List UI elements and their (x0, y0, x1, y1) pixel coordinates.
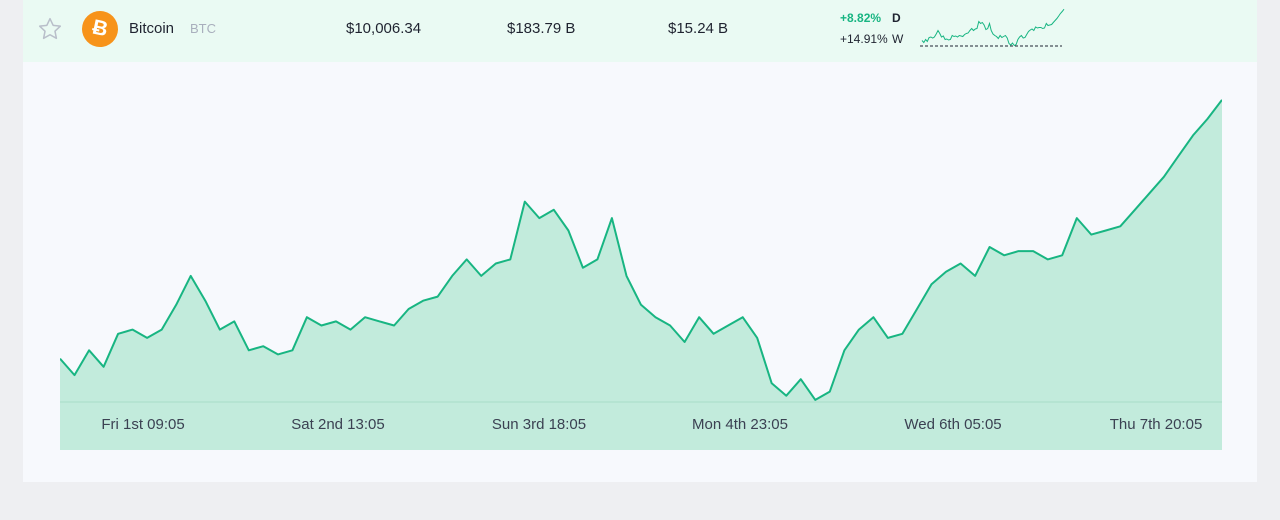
x-axis-label: Fri 1st 09:05 (101, 416, 185, 433)
sparkline (920, 8, 1065, 47)
market-cap: $183.79 B (507, 20, 576, 37)
change-day-value: +8.82% (840, 11, 882, 25)
x-axis-label: Wed 6th 05:05 (904, 416, 1002, 433)
coin-name[interactable]: Bitcoin (129, 20, 175, 37)
bitcoin-logo-icon: Ƀ (78, 7, 122, 51)
change-week-value: +14.91% (840, 32, 888, 46)
x-axis-label: Sat 2nd 13:05 (291, 416, 385, 433)
x-axis-label: Thu 7th 20:05 (1109, 416, 1203, 433)
coin-symbol: BTC (190, 21, 216, 36)
price-chart[interactable] (60, 70, 1222, 450)
change-day-label: D (892, 11, 901, 25)
price-area (60, 99, 1222, 450)
price-line (60, 99, 1222, 401)
x-axis-label: Mon 4th 23:05 (692, 416, 788, 433)
volume: $15.24 B (668, 20, 729, 37)
change-week-label: W (892, 32, 904, 46)
x-axis-label: Sun 3rd 18:05 (491, 416, 587, 433)
sparkline-line (921, 8, 1065, 47)
change-day: +8.82% D (840, 11, 901, 25)
change-week: +14.91% W (840, 32, 903, 46)
coin-row[interactable]: Ƀ Bitcoin BTC $10,006.34 $183.79 B $15.2… (23, 0, 1257, 62)
coin-price: $10,006.34 (346, 20, 422, 37)
coin-card: Ƀ Bitcoin BTC $10,006.34 $183.79 B $15.2… (23, 0, 1257, 482)
star-outline-icon[interactable] (37, 16, 63, 42)
